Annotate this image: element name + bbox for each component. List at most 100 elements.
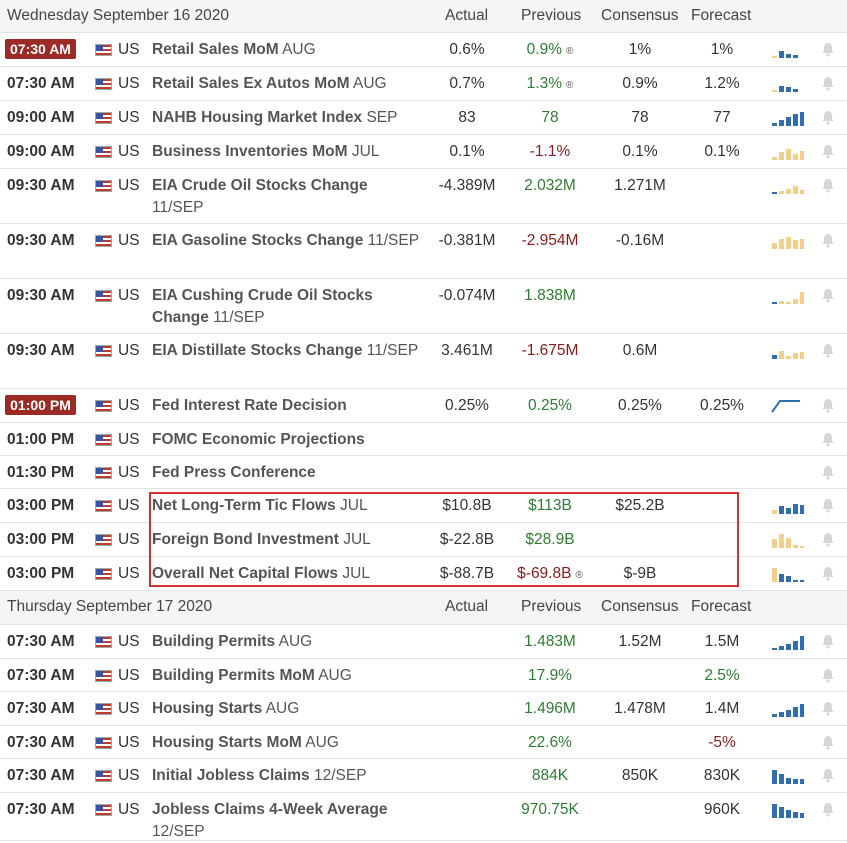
bell-icon[interactable] bbox=[821, 701, 835, 716]
event-row[interactable]: 09:30 AM US EIA Crude Oil Stocks Change 11… bbox=[0, 169, 847, 224]
event-name[interactable]: Foreign Bond Investment JUL bbox=[152, 529, 422, 551]
event-name[interactable]: Retail Sales Ex Autos MoM AUG bbox=[152, 73, 422, 95]
bell-icon[interactable] bbox=[821, 532, 835, 547]
event-row[interactable]: 07:30 AM US Building Permits MoM AUG 17.9% 2… bbox=[0, 659, 847, 692]
event-title-link[interactable]: Initial Jobless Claims bbox=[152, 767, 310, 784]
event-name[interactable]: Business Inventories MoM JUL bbox=[152, 141, 422, 163]
event-row[interactable]: 07:30 AM US Housing Starts AUG 1.496M 1.478M… bbox=[0, 692, 847, 726]
bell-icon[interactable] bbox=[821, 735, 835, 750]
sparkline-chart[interactable] bbox=[770, 343, 805, 359]
event-row[interactable]: 01:00 PM US Fed Interest Rate Decision 0.25… bbox=[0, 389, 847, 423]
event-name[interactable]: Housing Starts AUG bbox=[152, 698, 422, 720]
bell-icon[interactable] bbox=[821, 398, 835, 413]
bell-icon[interactable] bbox=[821, 233, 835, 248]
sparkline-chart[interactable] bbox=[770, 178, 805, 194]
sparkline-chart[interactable] bbox=[770, 768, 805, 784]
event-row[interactable]: 09:30 AM US EIA Cushing Crude Oil Stocks C… bbox=[0, 279, 847, 334]
event-name[interactable]: EIA Gasoline Stocks Change 11/SEP bbox=[152, 230, 422, 252]
event-title-link[interactable]: Retail Sales Ex Autos MoM bbox=[152, 75, 350, 92]
actual-column-header[interactable]: Actual bbox=[445, 598, 489, 615]
event-name[interactable]: Housing Starts MoM AUG bbox=[152, 732, 422, 754]
bell-icon[interactable] bbox=[821, 343, 835, 358]
event-name[interactable]: Building Permits MoM AUG bbox=[152, 665, 422, 687]
bell-icon[interactable] bbox=[821, 566, 835, 581]
event-name[interactable]: Fed Interest Rate Decision bbox=[152, 395, 422, 417]
forecast-column-header[interactable]: Forecast bbox=[691, 598, 752, 615]
sparkline-chart[interactable] bbox=[770, 288, 805, 304]
event-name[interactable]: EIA Crude Oil Stocks Change 11/SEP bbox=[152, 175, 422, 219]
bell-icon[interactable] bbox=[821, 110, 835, 125]
bell-icon[interactable] bbox=[821, 498, 835, 513]
event-title-link[interactable]: Housing Starts bbox=[152, 700, 263, 717]
bell-icon[interactable] bbox=[821, 465, 835, 480]
event-title-link[interactable]: EIA Distillate Stocks Change bbox=[152, 342, 363, 359]
event-title-link[interactable]: Housing Starts MoM bbox=[152, 734, 302, 751]
event-row[interactable]: 01:00 PM US FOMC Economic Projections bbox=[0, 423, 847, 456]
event-name[interactable]: Fed Press Conference bbox=[152, 462, 422, 484]
event-row[interactable]: 07:30 AM US Retail Sales Ex Autos MoM AUG 0… bbox=[0, 67, 847, 101]
sparkline-chart[interactable] bbox=[770, 144, 805, 160]
sparkline-chart[interactable] bbox=[770, 498, 805, 514]
event-row[interactable]: 01:30 PM US Fed Press Conference bbox=[0, 456, 847, 489]
bell-icon[interactable] bbox=[821, 42, 835, 57]
bell-icon[interactable] bbox=[821, 802, 835, 817]
event-title-link[interactable]: EIA Gasoline Stocks Change bbox=[152, 232, 364, 249]
event-title-link[interactable]: Building Permits bbox=[152, 633, 276, 650]
bell-icon[interactable] bbox=[821, 432, 835, 447]
sparkline-chart[interactable] bbox=[770, 76, 804, 92]
event-row[interactable]: 09:00 AM US NAHB Housing Market Index SEP 8… bbox=[0, 101, 847, 135]
consensus-column-header[interactable]: Consensus bbox=[601, 7, 679, 24]
sparkline-chart[interactable] bbox=[770, 42, 804, 58]
event-row[interactable]: 03:00 PM US Foreign Bond Investment JUL $-2… bbox=[0, 523, 847, 557]
event-title-link[interactable]: EIA Crude Oil Stocks Change bbox=[152, 177, 368, 194]
event-row[interactable]: 09:30 AM US EIA Distillate Stocks Change 1… bbox=[0, 334, 847, 389]
event-name[interactable]: FOMC Economic Projections bbox=[152, 429, 422, 451]
bell-icon[interactable] bbox=[821, 768, 835, 783]
event-row[interactable]: 03:00 PM US Overall Net Capital Flows JUL $… bbox=[0, 557, 847, 591]
sparkline-chart[interactable] bbox=[770, 634, 805, 650]
event-row[interactable]: 07:30 AM US Initial Jobless Claims 12/SEP 8… bbox=[0, 759, 847, 793]
bell-icon[interactable] bbox=[821, 76, 835, 91]
sparkline-chart[interactable] bbox=[770, 566, 805, 582]
sparkline-chart[interactable] bbox=[770, 532, 805, 548]
event-name[interactable]: EIA Cushing Crude Oil Stocks Change 11/S… bbox=[152, 285, 422, 329]
event-title-link[interactable]: Building Permits MoM bbox=[152, 667, 315, 684]
event-name[interactable]: Building Permits AUG bbox=[152, 631, 422, 653]
sparkline-chart[interactable] bbox=[770, 398, 804, 414]
sparkline-chart[interactable] bbox=[770, 110, 805, 126]
sparkline-chart[interactable] bbox=[770, 233, 805, 249]
event-row[interactable]: 07:30 AM US Jobless Claims 4-Week Average … bbox=[0, 793, 847, 841]
bell-icon[interactable] bbox=[821, 178, 835, 193]
event-name[interactable]: NAHB Housing Market Index SEP bbox=[152, 107, 422, 129]
event-title-link[interactable]: NAHB Housing Market Index bbox=[152, 109, 363, 126]
event-row[interactable]: 07:30 AM US Retail Sales MoM AUG 0.6% 0.9% ® 1… bbox=[0, 33, 847, 67]
bell-icon[interactable] bbox=[821, 668, 835, 683]
event-row[interactable]: 09:00 AM US Business Inventories MoM JUL 0.… bbox=[0, 135, 847, 169]
event-name[interactable]: Overall Net Capital Flows JUL bbox=[152, 563, 422, 585]
event-title-link[interactable]: Fed Press Conference bbox=[152, 464, 316, 481]
event-title-link[interactable]: Business Inventories MoM bbox=[152, 143, 348, 160]
event-title-link[interactable]: Retail Sales MoM bbox=[152, 41, 279, 58]
actual-column-header[interactable]: Actual bbox=[445, 7, 489, 24]
sparkline-chart[interactable] bbox=[770, 701, 805, 717]
event-title-link[interactable]: Fed Interest Rate Decision bbox=[152, 397, 347, 414]
event-title-link[interactable]: Net Long-Term Tic Flows bbox=[152, 497, 336, 514]
event-row[interactable]: 07:30 AM US Building Permits AUG 1.483M 1.52… bbox=[0, 625, 847, 659]
event-name[interactable]: Initial Jobless Claims 12/SEP bbox=[152, 765, 422, 787]
event-name[interactable]: EIA Distillate Stocks Change 11/SEP bbox=[152, 340, 422, 362]
event-title-link[interactable]: Overall Net Capital Flows bbox=[152, 565, 339, 582]
forecast-column-header[interactable]: Forecast bbox=[691, 7, 752, 24]
event-name[interactable]: Net Long-Term Tic Flows JUL bbox=[152, 495, 422, 517]
event-name[interactable]: Retail Sales MoM AUG bbox=[152, 39, 422, 61]
event-row[interactable]: 03:00 PM US Net Long-Term Tic Flows JUL $10… bbox=[0, 489, 847, 523]
previous-column-header[interactable]: Previous bbox=[521, 7, 582, 24]
bell-icon[interactable] bbox=[821, 144, 835, 159]
event-title-link[interactable]: Jobless Claims 4-Week Average bbox=[152, 801, 388, 818]
event-title-link[interactable]: FOMC Economic Projections bbox=[152, 431, 365, 448]
event-title-link[interactable]: Foreign Bond Investment bbox=[152, 531, 339, 548]
event-title-link[interactable]: EIA Cushing Crude Oil Stocks Change bbox=[152, 287, 373, 326]
sparkline-chart[interactable] bbox=[770, 802, 805, 818]
bell-icon[interactable] bbox=[821, 634, 835, 649]
event-name[interactable]: Jobless Claims 4-Week Average 12/SEP bbox=[152, 799, 422, 843]
event-row[interactable]: 07:30 AM US Housing Starts MoM AUG 22.6% -5% bbox=[0, 726, 847, 759]
